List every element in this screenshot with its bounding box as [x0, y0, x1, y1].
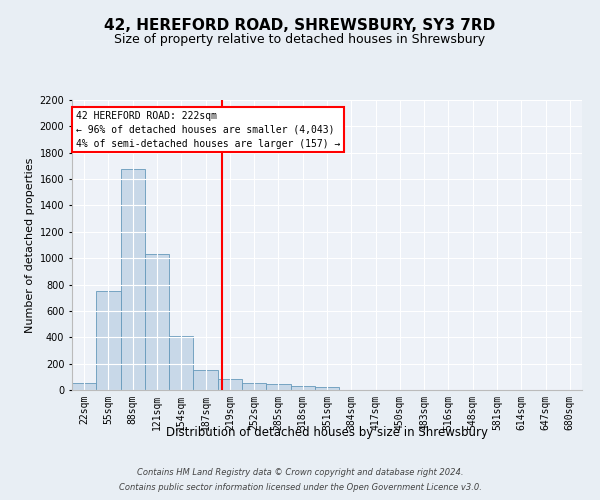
Text: 42, HEREFORD ROAD, SHREWSBURY, SY3 7RD: 42, HEREFORD ROAD, SHREWSBURY, SY3 7RD: [104, 18, 496, 32]
Bar: [72, 384, 96, 390]
Text: Size of property relative to detached houses in Shrewsbury: Size of property relative to detached ho…: [115, 32, 485, 46]
Y-axis label: Number of detached properties: Number of detached properties: [25, 158, 35, 332]
Text: Distribution of detached houses by size in Shrewsbury: Distribution of detached houses by size …: [166, 426, 488, 439]
Bar: [193, 370, 218, 390]
Bar: [96, 291, 121, 390]
Bar: [266, 384, 290, 390]
Bar: [315, 388, 339, 390]
Text: Contains HM Land Registry data © Crown copyright and database right 2024.: Contains HM Land Registry data © Crown c…: [137, 468, 463, 477]
Bar: [145, 254, 169, 390]
Bar: [290, 386, 315, 390]
Bar: [218, 380, 242, 390]
Bar: [121, 169, 145, 390]
Text: Contains public sector information licensed under the Open Government Licence v3: Contains public sector information licen…: [119, 483, 481, 492]
Bar: [169, 336, 193, 390]
Text: 42 HEREFORD ROAD: 222sqm
← 96% of detached houses are smaller (4,043)
4% of semi: 42 HEREFORD ROAD: 222sqm ← 96% of detach…: [76, 110, 340, 148]
Bar: [242, 384, 266, 390]
